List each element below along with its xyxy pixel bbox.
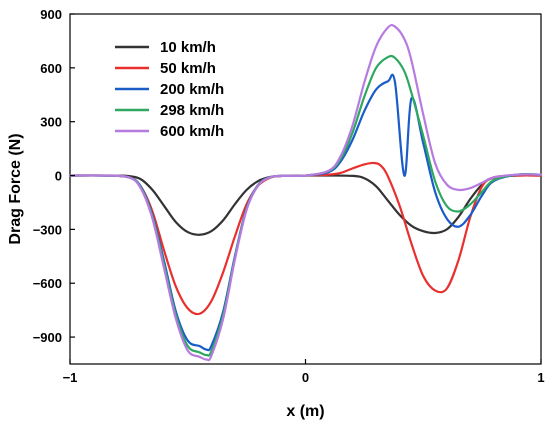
y-axis-title: Drag Force (N)	[7, 133, 24, 244]
y-tick-label: −900	[33, 330, 62, 345]
axes: −1 0 1 900 600 300 0 −300 −600 −900	[33, 7, 545, 385]
x-tick-label: −1	[63, 370, 78, 385]
series-line-298-km-h	[68, 54, 543, 357]
y-tick-label: 0	[55, 169, 62, 184]
y-tick-label: 600	[40, 61, 62, 76]
series-line-50-km-h	[68, 161, 543, 316]
series-line-200-km-h	[68, 73, 543, 352]
legend-label-200-km-h: 200 km/h	[160, 81, 224, 98]
x-axis-title: x (m)	[286, 403, 324, 420]
y-tick-label: −600	[33, 276, 62, 291]
legend-label-298-km-h: 298 km/h	[160, 102, 224, 119]
legend: 10 km/h 50 km/h 200 km/h 298 km/h 600 km/h	[115, 39, 224, 140]
x-tick-label: 1	[537, 370, 544, 385]
legend-label-50-km-h: 50 km/h	[160, 60, 216, 77]
y-tick-label: 900	[40, 7, 62, 22]
y-tick-label: −300	[33, 222, 62, 237]
series-lines	[68, 23, 543, 362]
legend-label-10-km-h: 10 km/h	[160, 39, 216, 56]
series-line-600-km-h	[68, 23, 543, 362]
x-tick-label: 0	[302, 370, 309, 385]
y-tick-label: 300	[40, 115, 62, 130]
legend-label-600-km-h: 600 km/h	[160, 123, 224, 140]
